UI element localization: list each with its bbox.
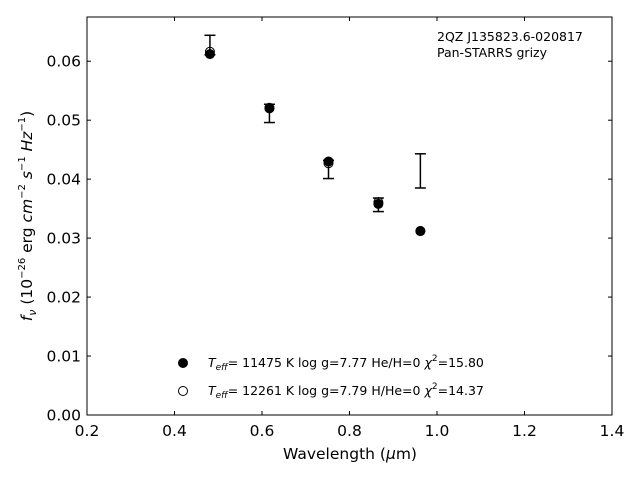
- x-tick-label: 0.8: [337, 422, 362, 440]
- object-name-annotation: 2QZ J135823.6-020817: [437, 29, 583, 44]
- plot-area: [204, 34, 426, 237]
- legend-1-logg: 7.77: [340, 355, 368, 370]
- model-point-open: [323, 158, 334, 169]
- x-tick-label: 0.2: [75, 422, 100, 440]
- y-axis-title: fν (10−26 erg cm−2 s−1 Hz−1): [17, 111, 39, 321]
- legend-1-comp: He/H=0: [371, 355, 420, 370]
- model-point-open: [264, 103, 275, 114]
- model-point-open: [415, 226, 426, 237]
- model-point-open: [204, 46, 215, 57]
- model-point-filled: [204, 49, 215, 60]
- x-tick-label: 0.6: [250, 422, 275, 440]
- y-tick-label: 0.02: [46, 289, 81, 307]
- legend-marker-open: [178, 386, 188, 396]
- x-tick-label: 1.0: [425, 422, 450, 440]
- legend-entry-1: Teff= 11475 K log g=7.77 He/H=0 χ2=15.80: [208, 354, 484, 373]
- legend-2-logg: 7.79: [340, 383, 368, 398]
- legend-2-teff: 12261: [242, 383, 282, 398]
- model-point-open: [373, 197, 384, 208]
- error-bar: [414, 153, 426, 189]
- y-tick-label: 0.01: [46, 348, 81, 366]
- legend-marker-filled: [178, 358, 188, 368]
- legend-1-chi2: 15.80: [448, 355, 484, 370]
- x-axis-title: Wavelength (μm): [283, 445, 417, 463]
- y-tick-label: 0.04: [46, 171, 81, 189]
- y-axis: 0.00 0.01 0.02 0.03 0.04 0.05 0.06: [46, 53, 612, 425]
- filter-set-annotation: Pan-STARRS grizy: [437, 45, 548, 60]
- legend-2-chi2: 14.37: [448, 383, 484, 398]
- x-tick-label: 1.2: [512, 422, 537, 440]
- y-tick-label: 0.05: [46, 112, 81, 130]
- y-tick-label: 0.06: [46, 53, 81, 71]
- x-axis: 0.2 0.4 0.6 0.8 1.0 1.2 1.4: [75, 17, 625, 440]
- legend-entry-2: Teff= 12261 K log g=7.79 H/He=0 χ2=14.37: [208, 382, 484, 401]
- x-tick-label: 0.4: [162, 422, 187, 440]
- y-tick-label: 0.00: [46, 407, 81, 425]
- legend: Teff= 11475 K log g=7.77 He/H=0 χ2=15.80…: [178, 354, 484, 401]
- legend-2-comp: H/He=0: [371, 383, 420, 398]
- y-tick-label: 0.03: [46, 230, 81, 248]
- legend-1-teff: 11475: [242, 355, 282, 370]
- x-tick-label: 1.4: [600, 422, 625, 440]
